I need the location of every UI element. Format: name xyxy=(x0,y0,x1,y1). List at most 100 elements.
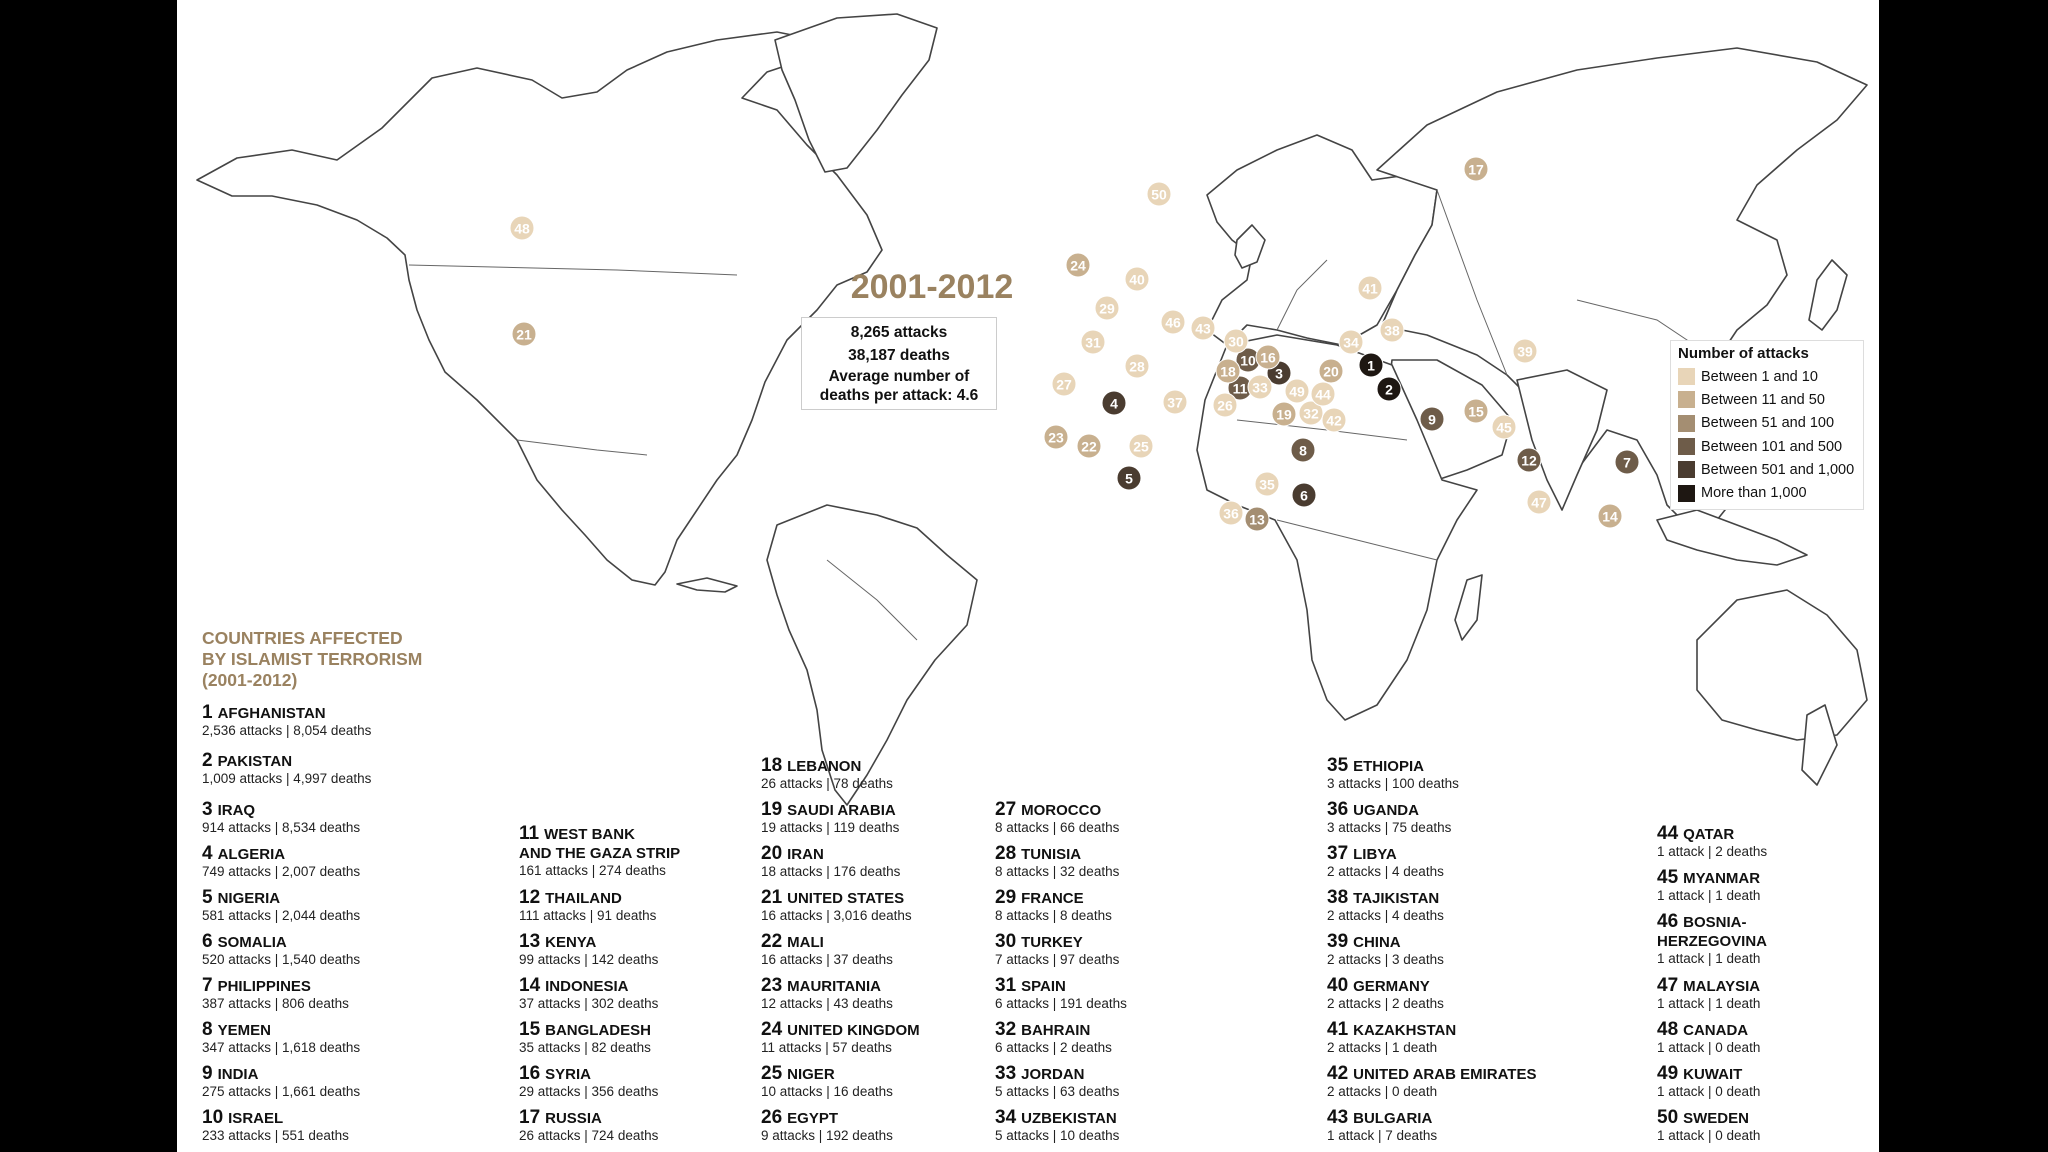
country-name: 23 MAURITANIA xyxy=(761,975,882,996)
country-stats: 3 attacks | 100 deaths xyxy=(1327,776,1459,791)
country-stats: 16 attacks | 3,016 deaths xyxy=(761,908,912,923)
marker-rank: 19 xyxy=(1276,407,1292,423)
country-rank: 22 xyxy=(761,931,783,952)
country-name: 5 NIGERIA xyxy=(202,887,281,908)
country-stats: 1 attack | 0 death xyxy=(1657,1128,1761,1143)
country-name: 45 MYANMAR xyxy=(1657,867,1761,888)
total-deaths: 38,187 deaths xyxy=(848,347,950,364)
country-rank: 19 xyxy=(761,799,783,820)
country-stats: 161 attacks | 274 deaths xyxy=(519,863,666,878)
marker-rank: 18 xyxy=(1220,364,1236,380)
country-entry: 28 TUNISIA 8 attacks | 32 deaths xyxy=(995,844,1119,880)
country-name: 2 PAKISTAN xyxy=(202,750,293,771)
marker-india: 9 xyxy=(1419,406,1445,432)
country-stats: 16 attacks | 37 deaths xyxy=(761,952,893,967)
british-isles xyxy=(1234,224,1266,269)
country-entry: 48 CANADA 1 attack | 0 death xyxy=(1657,1020,1760,1056)
average-value: deaths per attack: 4.6 xyxy=(819,387,979,404)
country-rank: 24 xyxy=(761,1019,783,1040)
country-entry: 36 UGANDA 3 attacks | 75 deaths xyxy=(1327,800,1451,836)
marker-philippines: 7 xyxy=(1614,449,1640,475)
country-rank: 47 xyxy=(1657,975,1679,996)
country-name: 21 UNITED STATES xyxy=(761,887,905,908)
list-title-line: COUNTRIES AFFECTED xyxy=(202,628,403,648)
country-rank: 4 xyxy=(202,843,213,864)
country-entry: 20 IRAN 18 attacks | 176 deaths xyxy=(761,844,900,880)
legend-swatch xyxy=(1678,438,1695,456)
country-name: 26 EGYPT xyxy=(761,1107,838,1128)
country-name: 42 UNITED ARAB EMIRATES xyxy=(1327,1063,1537,1084)
country-rank: 36 xyxy=(1327,799,1349,820)
marker-saudi-arabia: 19 xyxy=(1271,401,1297,427)
marker-egypt: 26 xyxy=(1212,392,1238,418)
marker-rank: 17 xyxy=(1468,162,1484,178)
marker-china: 39 xyxy=(1512,338,1538,364)
legend-swatch xyxy=(1678,484,1695,502)
country-entry: 43 BULGARIA 1 attack | 7 deaths xyxy=(1327,1108,1437,1144)
marker-rank: 32 xyxy=(1303,406,1319,422)
marker-jordan: 33 xyxy=(1247,374,1273,400)
country-entry: 3 IRAQ 914 attacks | 8,534 deaths xyxy=(202,800,360,836)
country-entry: 37 LIBYA 2 attacks | 4 deaths xyxy=(1327,844,1444,880)
marker-pakistan: 2 xyxy=(1376,376,1402,402)
country-rank: 34 xyxy=(995,1107,1017,1128)
marker-uganda: 36 xyxy=(1218,500,1244,526)
country-rank: 41 xyxy=(1327,1019,1349,1040)
marker-rank: 39 xyxy=(1517,344,1533,360)
country-rank: 18 xyxy=(761,755,783,776)
marker-qatar: 44 xyxy=(1310,381,1336,407)
marker-bahrain: 32 xyxy=(1298,400,1324,426)
country-stats: 26 attacks | 78 deaths xyxy=(761,776,893,791)
country-rank: 50 xyxy=(1657,1107,1679,1128)
marker-rank: 29 xyxy=(1099,301,1115,317)
caribbean-islands xyxy=(676,577,738,593)
marker-rank: 36 xyxy=(1223,506,1239,522)
country-rank: 39 xyxy=(1327,931,1349,952)
marker-germany: 40 xyxy=(1124,266,1150,292)
country-stats: 275 attacks | 1,661 deaths xyxy=(202,1084,361,1099)
country-stats: 10 attacks | 16 deaths xyxy=(761,1084,893,1099)
country-rank: 28 xyxy=(995,843,1017,864)
land-layer xyxy=(196,13,1868,806)
country-entry: 47 MALAYSIA 1 attack | 1 death xyxy=(1657,976,1760,1012)
country-name: 4 ALGERIA xyxy=(202,843,286,864)
marker-rank: 15 xyxy=(1468,404,1484,420)
country-entry: 18 LEBANON 26 attacks | 78 deaths xyxy=(761,756,893,792)
country-rank: 48 xyxy=(1657,1019,1679,1040)
country-stats: 2,536 attacks | 8,054 deaths xyxy=(202,723,372,738)
country-name: 6 SOMALIA xyxy=(202,931,287,952)
marker-rank: 14 xyxy=(1602,509,1618,525)
country-stats: 387 attacks | 806 deaths xyxy=(202,996,349,1011)
country-rank: 3 xyxy=(202,799,213,820)
country-entry: 34 UZBEKISTAN 5 attacks | 10 deaths xyxy=(995,1108,1119,1144)
legend-label: Between 101 and 500 xyxy=(1701,438,1843,455)
marker-rank: 9 xyxy=(1428,412,1436,428)
country-name: 3 IRAQ xyxy=(202,799,256,820)
country-entry: 23 MAURITANIA 12 attacks | 43 deaths xyxy=(761,976,893,1012)
country-entry: 19 SAUDI ARABIA 19 attacks | 119 deaths xyxy=(761,800,899,836)
country-rank: 14 xyxy=(519,975,541,996)
country-name: 18 LEBANON xyxy=(761,755,862,776)
marker-rank: 23 xyxy=(1048,430,1064,446)
country-name: 14 INDONESIA xyxy=(519,975,629,996)
marker-west-bank-and-the-gaza-strip: 11 xyxy=(1227,375,1253,401)
marker-russia: 17 xyxy=(1463,156,1489,182)
marker-spain: 31 xyxy=(1080,329,1106,355)
country-entry: 14 INDONESIA 37 attacks | 302 deaths xyxy=(519,976,658,1012)
legend-label: Between 501 and 1,000 xyxy=(1701,461,1855,478)
country-name: 48 CANADA xyxy=(1657,1019,1749,1040)
marker-nigeria: 5 xyxy=(1116,465,1142,491)
legend-item: Between 11 and 50 xyxy=(1678,388,1856,411)
marker-rank: 1 xyxy=(1367,358,1375,374)
country-name: 9 INDIA xyxy=(202,1063,259,1084)
country-entry: 24 UNITED KINGDOM 11 attacks | 57 deaths xyxy=(761,1020,920,1056)
list-title: COUNTRIES AFFECTED BY ISLAMIST TERRORISM… xyxy=(202,628,422,691)
country-stats: 5 attacks | 10 deaths xyxy=(995,1128,1120,1143)
country-rank: 21 xyxy=(761,887,783,908)
country-name: 1 AFGHANISTAN xyxy=(202,702,326,723)
legend-item: Between 101 and 500 xyxy=(1678,435,1856,458)
marker-sweden: 50 xyxy=(1146,181,1172,207)
marker-rank: 43 xyxy=(1195,321,1211,337)
country-rank: 6 xyxy=(202,931,213,952)
country-name: 36 UGANDA xyxy=(1327,799,1419,820)
